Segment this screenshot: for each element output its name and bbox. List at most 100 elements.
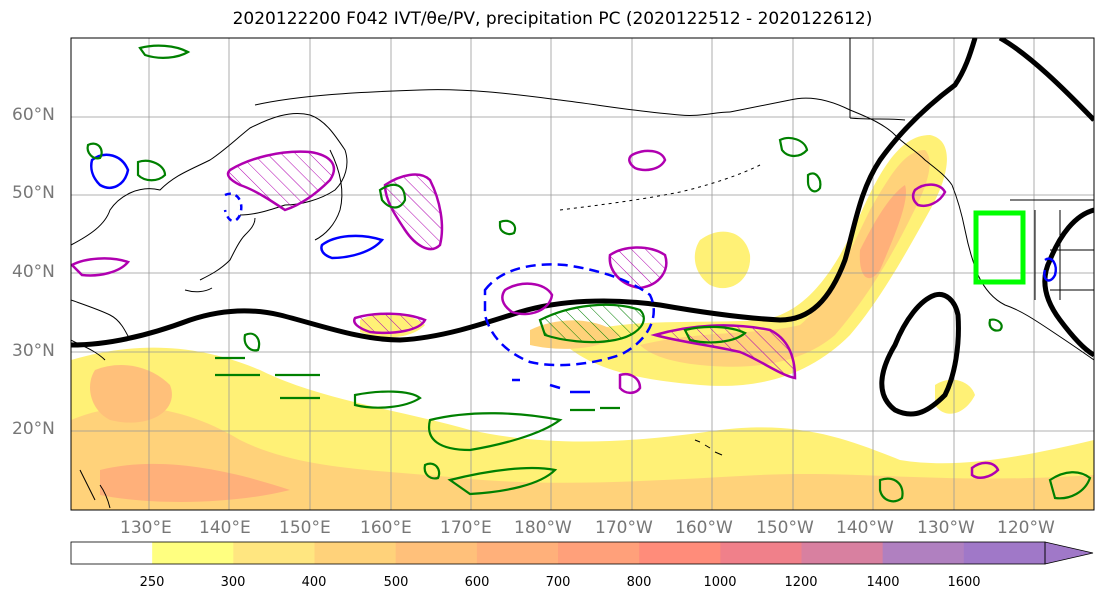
colorbar-frame — [70, 541, 1046, 565]
lat-label: 40°N — [12, 262, 55, 282]
colorbar-tick: 700 — [545, 575, 571, 590]
ivt-west-core — [90, 365, 172, 423]
ivt-river-core — [859, 185, 906, 279]
lat-label: 60°N — [12, 105, 55, 125]
theta-e-main — [71, 38, 978, 348]
colorbar-segment — [395, 542, 478, 564]
pv-neg-3 — [1043, 257, 1057, 282]
canada-border — [849, 38, 1094, 201]
hawaii — [694, 439, 723, 456]
pc-15 — [243, 332, 261, 352]
colorbar-tick: 1000 — [703, 575, 737, 590]
pv-neg-4 — [512, 378, 590, 394]
ivt-small-east — [935, 379, 975, 414]
lon-label: 120°W — [997, 518, 1055, 538]
alaska-coast — [729, 97, 953, 186]
pc-4 — [447, 466, 558, 496]
pc-8 — [778, 136, 809, 158]
pv-neg-dash-2 — [223, 192, 243, 223]
pv-blob-3 — [608, 246, 668, 290]
lon-label: 140°E — [199, 518, 251, 538]
pv-blob-8 — [911, 183, 947, 207]
pv-neg-1 — [320, 234, 385, 260]
pv-blob-4 — [501, 282, 554, 316]
colorbar-segment — [233, 542, 315, 564]
asia-coast — [71, 112, 348, 246]
figure-title: 2020122200 F042 IVT/θe/PV, precipitation… — [232, 9, 873, 29]
colorbar-segment — [558, 542, 640, 564]
pv-blob-9 — [71, 257, 131, 277]
ivt-band-south-mid — [71, 407, 1094, 510]
coastlines — [71, 38, 1094, 509]
colorbar-tick: 1400 — [866, 575, 900, 590]
colorbar-segment — [963, 542, 1046, 564]
colorbar-extend-arrow — [1044, 541, 1094, 565]
colorbar-segments — [71, 542, 1046, 564]
precip-pc-contours — [86, 44, 1092, 503]
lon-label: 150°E — [279, 518, 331, 538]
lat-label: 30°N — [12, 341, 55, 361]
pc-10 — [498, 219, 517, 236]
theta-e-contours — [71, 38, 1094, 417]
pc-7 — [138, 44, 191, 59]
pc-1 — [538, 303, 645, 344]
ivt-river — [560, 135, 947, 386]
lon-label: 130°E — [120, 518, 172, 538]
pc-5 — [353, 390, 422, 409]
na-west-coast — [951, 184, 1094, 361]
pc-18 — [215, 373, 320, 400]
ivt-central-blob — [694, 231, 751, 289]
pc-12 — [878, 477, 904, 503]
japan — [184, 217, 256, 293]
pv-blob-11 — [970, 461, 1000, 479]
lat-label: 20°N — [12, 419, 55, 439]
lon-label: 160°E — [360, 518, 412, 538]
us-states — [1034, 210, 1094, 300]
lon-label: 170°E — [440, 518, 492, 538]
theta-e-east-2 — [1042, 207, 1094, 358]
colorbar-segment — [801, 542, 884, 564]
colorbar-tick: 400 — [301, 575, 327, 590]
pc-11 — [683, 325, 747, 344]
lon-label: 140°W — [836, 518, 894, 538]
pc-17 — [86, 142, 103, 160]
colorbar-tick: 250 — [139, 575, 165, 590]
pv-blob-7 — [628, 149, 667, 172]
lon-label: 160°W — [675, 518, 733, 538]
colorbar-segment — [720, 542, 802, 564]
lon-label: 170°W — [595, 518, 653, 538]
colorbar-tick: 1600 — [947, 575, 981, 590]
colorbar-segment — [152, 542, 234, 564]
pv-negative-contours — [90, 153, 1057, 394]
aleutians — [559, 164, 761, 211]
colorbar-segment — [71, 542, 153, 564]
colorbar-segment — [476, 542, 559, 564]
kamchatka — [314, 149, 343, 241]
pv-neg-dashed — [483, 263, 655, 367]
colorbar-segment — [314, 542, 397, 564]
pc-3 — [427, 412, 563, 452]
target-region-box — [973, 210, 1026, 285]
colorbar-tick: 1200 — [784, 575, 818, 590]
pv-blob-10 — [618, 373, 642, 395]
pc-6 — [136, 159, 167, 182]
pv-blob-5 — [353, 312, 427, 335]
ivt-south-core — [100, 463, 290, 502]
colorbar-tick: 300 — [220, 575, 246, 590]
korea-china — [71, 299, 131, 361]
lon-label: 180°W — [514, 518, 572, 538]
map-frame — [70, 37, 1095, 511]
theta-e-loop — [879, 291, 961, 417]
pc-9 — [806, 172, 822, 193]
pv-blob-2 — [383, 173, 444, 251]
pc-19 — [215, 356, 620, 412]
colorbar-segment — [639, 542, 721, 564]
lon-label: 130°W — [917, 518, 975, 538]
colorbar-segment — [882, 542, 965, 564]
lat-label: 50°N — [12, 183, 55, 203]
colorbar-tick: 500 — [383, 575, 409, 590]
pc-2 — [378, 183, 407, 209]
pc-13 — [1048, 471, 1092, 500]
